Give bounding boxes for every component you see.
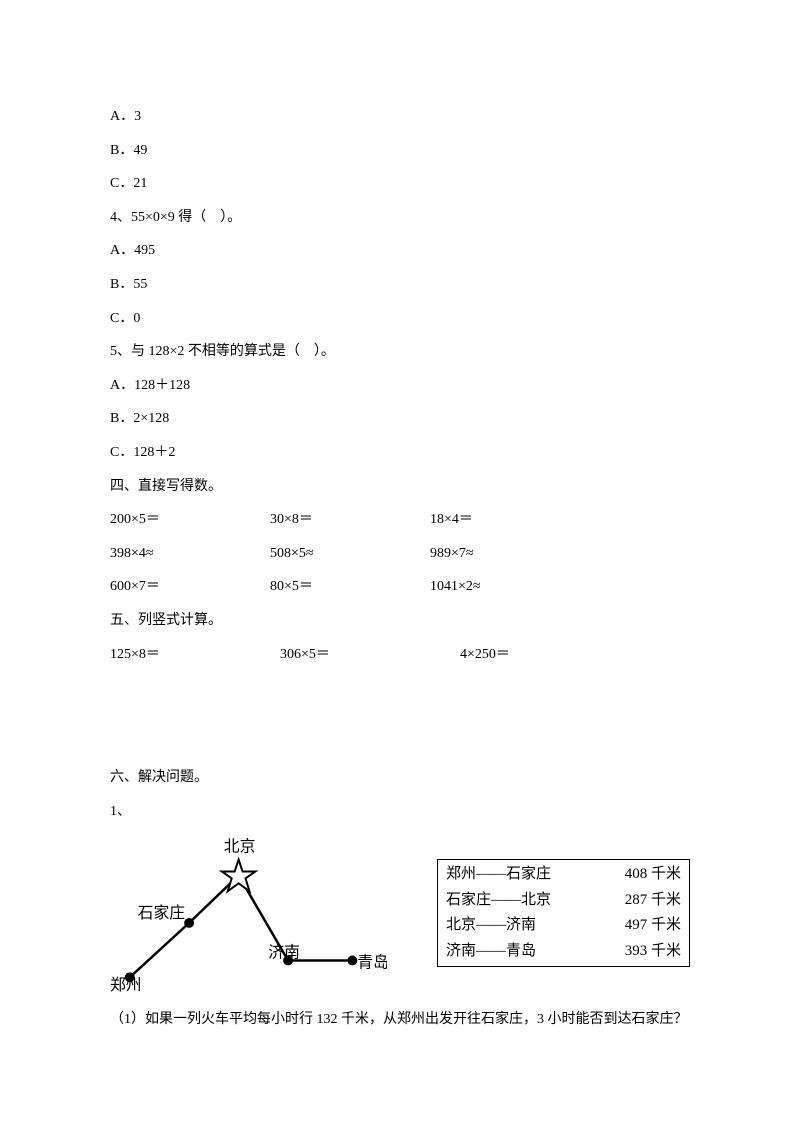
eq-3-3: 1041×2≈ (430, 570, 590, 604)
dist-cell: 287 千米 (606, 888, 681, 914)
q4-option-b: B．55 (110, 268, 690, 302)
eq-2-3: 989×7≈ (430, 537, 590, 571)
route-cell: 郑州——石家庄 (446, 862, 606, 888)
route-cell: 济南——青岛 (446, 939, 606, 965)
vert-1: 125×8＝ (110, 638, 280, 672)
city-shijiazhuang: 石家庄 (138, 904, 186, 922)
spacer (110, 671, 690, 761)
vert-2: 306×5＝ (280, 638, 460, 672)
section-4-title: 四、直接写得数。 (110, 470, 690, 504)
table-row: 石家庄——北京 287 千米 (446, 888, 681, 914)
vert-3: 4×250＝ (460, 638, 620, 672)
vertical-row: 125×8＝ 306×5＝ 4×250＝ (110, 638, 690, 672)
dist-cell: 393 千米 (606, 939, 681, 965)
question-4: 4、55×0×9 得（ ）。 (110, 201, 690, 235)
eq-2-1: 398×4≈ (110, 537, 270, 571)
dist-cell: 497 千米 (606, 913, 681, 939)
table-row: 郑州——石家庄 408 千米 (446, 862, 681, 888)
route-cell: 北京——济南 (446, 913, 606, 939)
q5-option-b: B．2×128 (110, 402, 690, 436)
option-a: A．3 (110, 100, 690, 134)
equation-row-3: 600×7＝ 80×5＝ 1041×2≈ (110, 570, 690, 604)
eq-1-2: 30×8＝ (270, 503, 430, 537)
problem-1-text: （1）如果一列火车平均每小时行 132 千米，从郑州出发开往石家庄，3 小时能否… (110, 1003, 690, 1037)
route-map: 北京 石家庄 郑州 济南 青岛 (110, 833, 387, 993)
section-5-title: 五、列竖式计算。 (110, 604, 690, 638)
question-5: 5、与 128×2 不相等的算式是（ ）。 (110, 335, 690, 369)
q1-label: 1、 (110, 795, 690, 829)
eq-3-2: 80×5＝ (270, 570, 430, 604)
option-c: C．21 (110, 167, 690, 201)
eq-1-1: 200×5＝ (110, 503, 270, 537)
q5-option-c: C．128＋2 (110, 436, 690, 470)
equation-row-1: 200×5＝ 30×8＝ 18×4＝ (110, 503, 690, 537)
city-beijing: 北京 (224, 838, 256, 856)
eq-1-3: 18×4＝ (430, 503, 590, 537)
table-row: 北京——济南 497 千米 (446, 913, 681, 939)
city-qingdao: 青岛 (357, 954, 387, 972)
distance-table: 郑州——石家庄 408 千米 石家庄——北京 287 千米 北京——济南 497… (437, 859, 690, 967)
eq-3-1: 600×7＝ (110, 570, 270, 604)
q5-option-a: A．128＋128 (110, 369, 690, 403)
q4-option-a: A．495 (110, 234, 690, 268)
option-b: B．49 (110, 134, 690, 168)
city-jinan: 济南 (268, 944, 300, 962)
q4-option-c: C．0 (110, 302, 690, 336)
route-cell: 石家庄——北京 (446, 888, 606, 914)
dist-cell: 408 千米 (606, 862, 681, 888)
city-zhengzhou: 郑州 (110, 976, 142, 993)
table-row: 济南——青岛 393 千米 (446, 939, 681, 965)
map-and-table: 北京 石家庄 郑州 济南 青岛 郑州——石家庄 408 千米 石家庄——北京 2… (110, 833, 690, 993)
equation-row-2: 398×4≈ 508×5≈ 989×7≈ (110, 537, 690, 571)
section-6-title: 六、解决问题。 (110, 761, 690, 795)
eq-2-2: 508×5≈ (270, 537, 430, 571)
